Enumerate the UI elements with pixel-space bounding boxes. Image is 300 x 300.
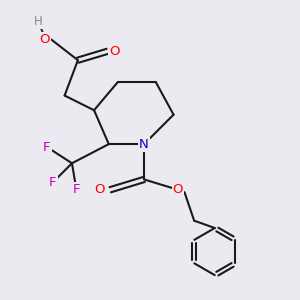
Text: O: O (94, 183, 104, 196)
Text: O: O (39, 33, 50, 46)
Text: O: O (110, 45, 120, 58)
Text: F: F (49, 176, 57, 189)
Text: F: F (43, 141, 51, 154)
Text: N: N (139, 138, 149, 151)
Text: O: O (173, 183, 183, 196)
Text: H: H (34, 15, 43, 28)
Text: F: F (73, 183, 80, 196)
